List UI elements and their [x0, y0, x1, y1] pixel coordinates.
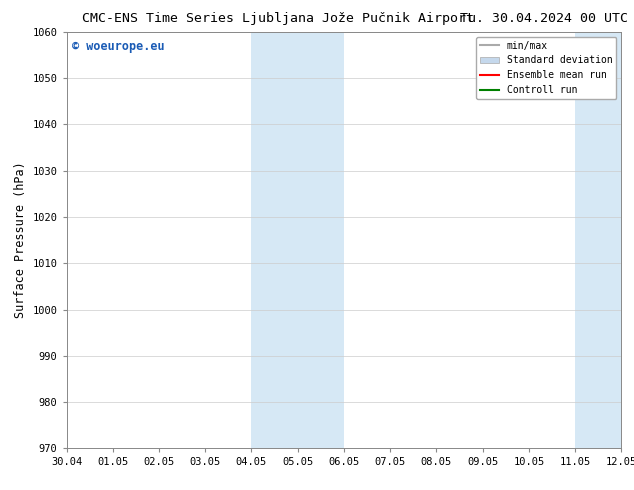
- Bar: [252, 32, 344, 448]
- Text: CMC-ENS Time Series Ljubljana Jože Pučnik Airport: CMC-ENS Time Series Ljubljana Jože Pučni…: [82, 12, 474, 25]
- Legend: min/max, Standard deviation, Ensemble mean run, Controll run: min/max, Standard deviation, Ensemble me…: [476, 37, 616, 99]
- Y-axis label: Surface Pressure (hPa): Surface Pressure (hPa): [14, 162, 27, 318]
- Text: © woeurope.eu: © woeurope.eu: [72, 40, 165, 53]
- Text: Tu. 30.04.2024 00 UTC: Tu. 30.04.2024 00 UTC: [460, 12, 628, 25]
- Bar: [575, 32, 621, 448]
